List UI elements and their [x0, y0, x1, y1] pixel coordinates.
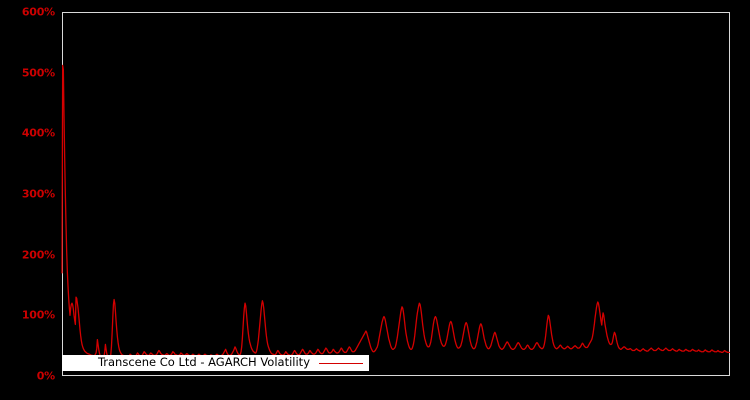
- y-axis-tick-label: 300%: [21, 187, 55, 201]
- line-sample-icon: [319, 362, 363, 364]
- y-axis-tick-label: 500%: [21, 66, 55, 80]
- y-axis-tick-label: 100%: [21, 308, 55, 322]
- plot-area-frame: [62, 12, 730, 376]
- legend: Transcene Co Ltd - AGARCH Volatility: [62, 355, 369, 371]
- y-axis-tick-label: 600%: [21, 5, 55, 19]
- legend-label: Transcene Co Ltd - AGARCH Volatility: [97, 355, 310, 370]
- y-axis-tick-label: 200%: [21, 248, 55, 262]
- y-axis-tick-label: 0%: [36, 369, 55, 383]
- y-axis: 600% 500% 400% 300% 200% 100% 0%: [0, 0, 62, 400]
- y-axis-tick-label: 400%: [21, 126, 55, 140]
- series-line-transcene-agarch-volatility: [61, 64, 730, 359]
